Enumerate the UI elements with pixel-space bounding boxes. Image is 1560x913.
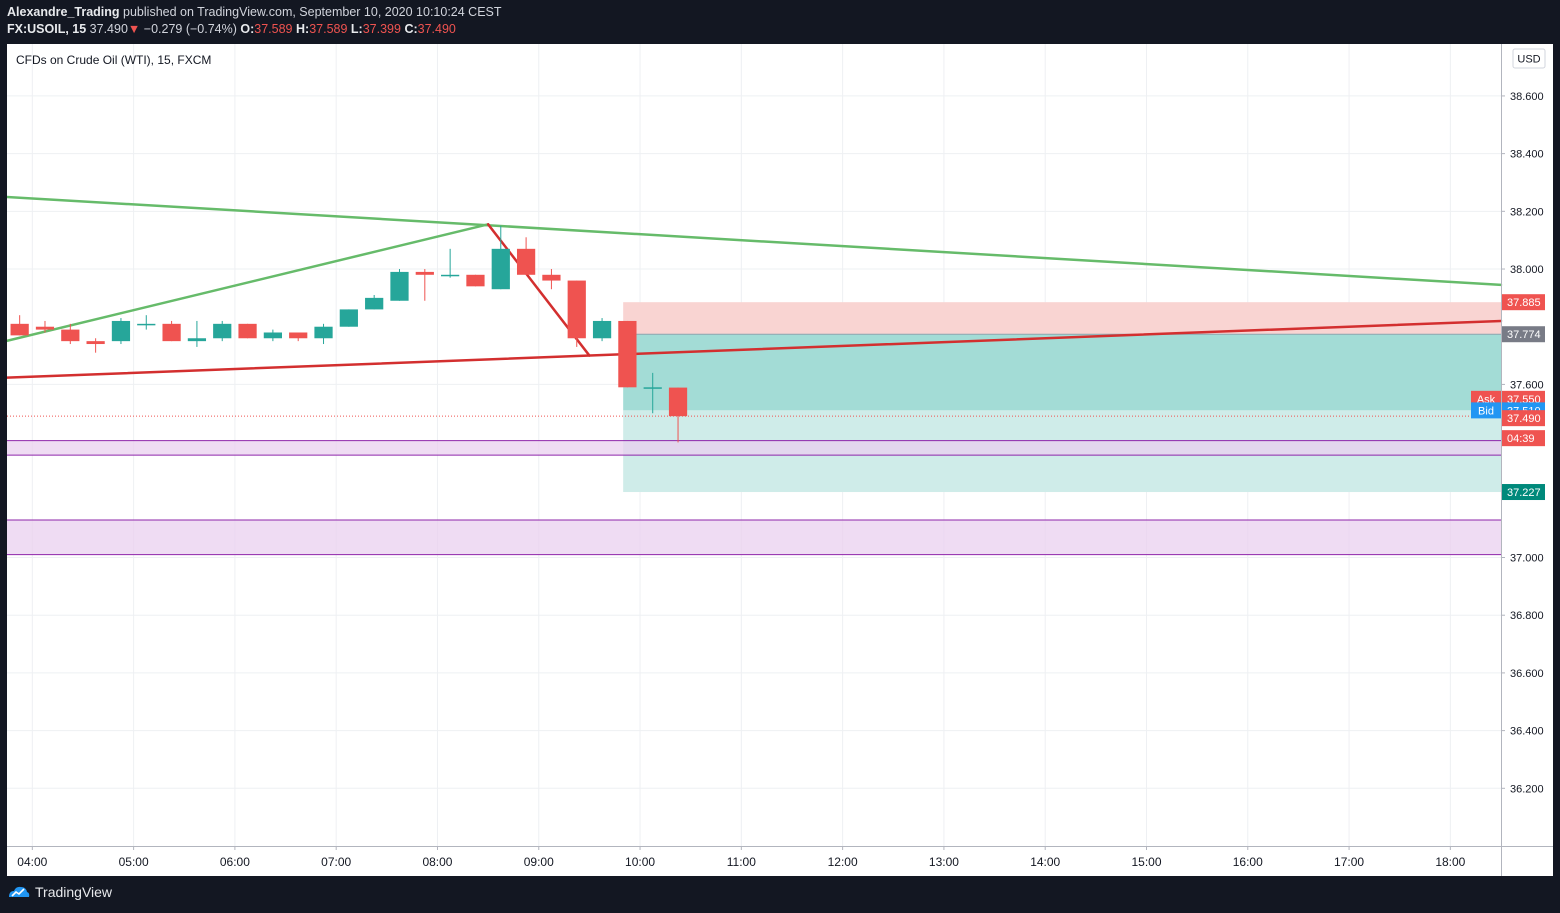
candle-body: [213, 323, 232, 339]
candle-body: [441, 274, 460, 277]
candle-body: [61, 329, 80, 342]
price-tick-label: 37.000: [1510, 553, 1544, 565]
chart-frame[interactable]: 38.600 38.400 38.200 38.000 37.600 37.000 36.8…: [7, 44, 1553, 876]
candle-body: [365, 297, 384, 310]
price-tick-label: 36.600: [1510, 668, 1544, 680]
candle-body: [415, 271, 434, 275]
trendline-upper-descending: [7, 195, 1503, 287]
candle-body: [339, 309, 358, 327]
last-price: 37.490: [89, 22, 128, 36]
time-tick-label: 16:00: [1233, 855, 1263, 869]
symbol-line: FX:USOIL, 15 37.490▼ −0.279 (−0.74%) O:3…: [7, 22, 456, 36]
trendline-ascending-support: [7, 319, 1503, 379]
profit-zone-filled: [623, 334, 1501, 411]
brand-name: TradingView: [35, 884, 113, 900]
stop-loss-zone: [623, 302, 1501, 335]
candle-body: [668, 387, 688, 417]
price-tick-label: 38.200: [1510, 206, 1544, 218]
candle-body: [643, 387, 662, 389]
close-value: 37.490: [417, 22, 456, 36]
price-chart[interactable]: 38.600 38.400 38.200 38.000 37.600 37.000 36.8…: [7, 44, 1553, 876]
candle-body: [263, 332, 282, 339]
axes-layer: 38.600 38.400 38.200 38.000 37.600 37.000 36.8…: [7, 44, 1553, 876]
candle-body: [238, 323, 257, 339]
time-tick-label: 12:00: [828, 855, 858, 869]
time-tick-label: 18:00: [1435, 855, 1465, 869]
last-price-label: 37.490: [1507, 413, 1541, 425]
candle-body: [542, 274, 561, 281]
author-name[interactable]: Alexandre_Trading: [7, 5, 120, 19]
trendline-lower-ascending: [7, 223, 490, 343]
price-tick-label: 36.200: [1510, 783, 1544, 795]
down-arrow-icon: ▼: [127, 22, 141, 36]
price-tick-label: 38.600: [1510, 91, 1544, 103]
open-value: 37.589: [254, 22, 293, 36]
stop-price-label-bg: [1502, 294, 1545, 311]
candle-body: [516, 248, 536, 275]
bid-tag: Bid: [1478, 405, 1494, 417]
price-tick-label: 37.600: [1510, 379, 1544, 391]
price-change: −0.279 (−0.74%): [143, 22, 237, 36]
footer-brand[interactable]: TradingView: [8, 884, 112, 900]
high-value: 37.589: [309, 22, 348, 36]
candle-body: [390, 271, 409, 301]
time-tick-label: 15:00: [1131, 855, 1161, 869]
bid-tag-bg: [1471, 402, 1501, 419]
last-price-label-bg: [1502, 410, 1545, 427]
publish-text: published on TradingView.com, September …: [123, 5, 502, 19]
symbol-name: FX:USOIL, 15: [7, 22, 87, 36]
price-tick-label: 36.400: [1510, 726, 1544, 738]
low-value: 37.399: [362, 22, 401, 36]
target-price-label-bg: [1502, 484, 1545, 501]
candle-body: [111, 320, 131, 342]
entry-price-label: 37.774: [1507, 329, 1541, 341]
chart-legend-title: CFDs on Crude Oil (WTI), 15, FXCM: [16, 53, 211, 67]
time-tick-label: 10:00: [625, 855, 655, 869]
time-tick-label: 06:00: [220, 855, 250, 869]
time-tick-label: 07:00: [321, 855, 351, 869]
time-tick-label: 11:00: [727, 855, 756, 869]
price-tick-label: 38.400: [1510, 149, 1544, 161]
candle-body: [567, 280, 586, 339]
candle-body: [314, 326, 333, 339]
close-label: C:: [404, 22, 418, 36]
time-tick-label: 08:00: [422, 855, 452, 869]
candle-body: [592, 320, 612, 339]
candle-body: [137, 323, 156, 326]
high-label: H:: [295, 22, 310, 36]
zones-layer: [7, 302, 1501, 556]
tradingview-logo-icon: [9, 886, 30, 897]
candle-body: [618, 320, 637, 388]
candle-body: [162, 323, 181, 342]
publish-line: Alexandre_Trading published on TradingVi…: [7, 5, 502, 19]
time-tick-label: 14:00: [1030, 855, 1060, 869]
candle-body: [491, 248, 510, 290]
target-price-label: 37.227: [1507, 487, 1541, 499]
support-zone: [7, 520, 1501, 555]
candle-body: [187, 338, 207, 342]
candle-body: [289, 332, 308, 339]
open-label: O:: [240, 22, 255, 36]
candle-body: [10, 323, 29, 336]
currency-label[interactable]: USD: [1517, 54, 1540, 66]
time-tick-label: 05:00: [119, 855, 149, 869]
time-tick-label: 17:00: [1334, 855, 1364, 869]
countdown-label: 04:39: [1507, 433, 1535, 445]
countdown-label-bg: [1502, 430, 1545, 447]
price-tick-label: 38.000: [1510, 264, 1544, 276]
price-tick-label: 36.800: [1510, 610, 1544, 622]
low-label: L:: [350, 22, 363, 36]
stop-price-label: 37.885: [1507, 297, 1541, 309]
support-zone: [7, 440, 1501, 456]
candle-body: [466, 274, 485, 287]
time-tick-label: 09:00: [524, 855, 554, 869]
time-tick-label: 04:00: [17, 855, 47, 869]
candles-layer: [10, 225, 688, 443]
candle-body: [35, 326, 55, 330]
time-tick-label: 13:00: [929, 855, 959, 869]
candle-body: [86, 341, 105, 345]
entry-price-label-bg: [1502, 326, 1545, 343]
currency-button[interactable]: [1512, 48, 1546, 69]
